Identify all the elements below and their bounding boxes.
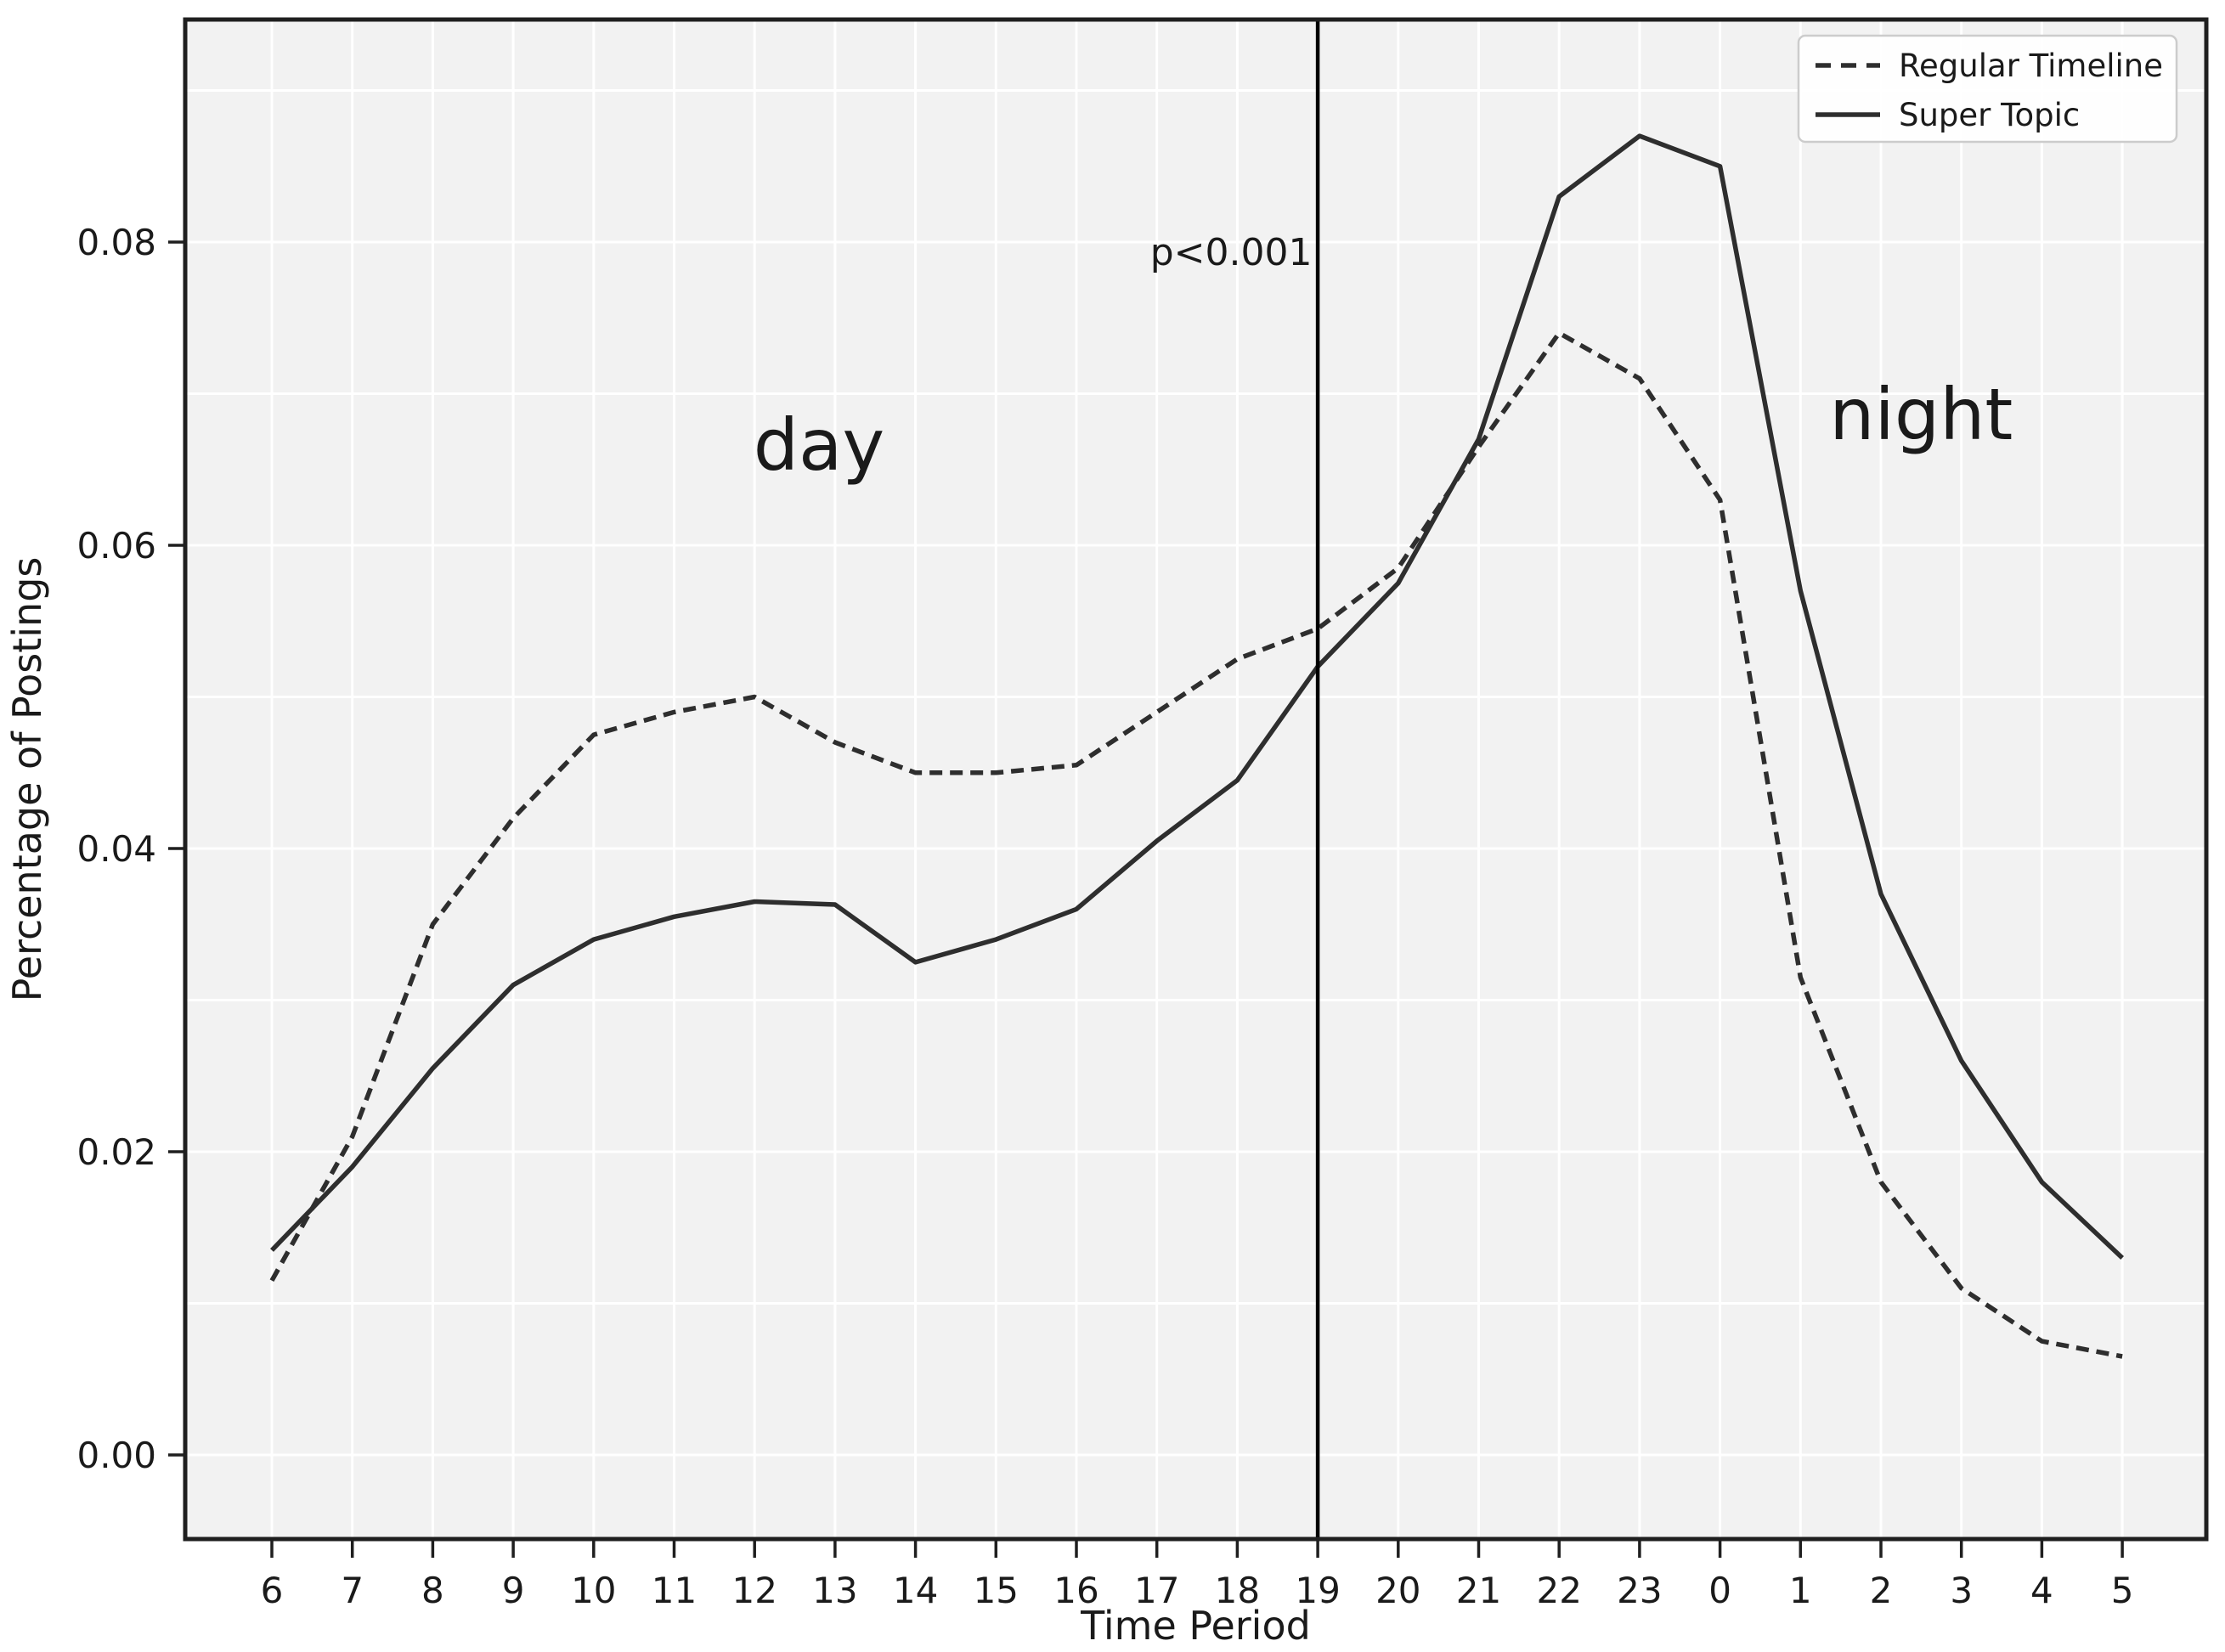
x-tick-label: 7 (341, 1570, 364, 1611)
x-tick-label: 2 (1870, 1570, 1893, 1611)
x-tick-label: 1 (1789, 1570, 1812, 1611)
x-tick-label: 16 (1053, 1570, 1098, 1611)
x-tick-label: 3 (1950, 1570, 1973, 1611)
tick-marks (168, 240, 2124, 1558)
x-tick-label: 5 (2111, 1570, 2134, 1611)
x-tick-label: 0 (1708, 1570, 1731, 1611)
x-tick-label: 14 (893, 1570, 938, 1611)
x-tick-label: 23 (1617, 1570, 1662, 1611)
x-tick-label: 4 (2030, 1570, 2053, 1611)
x-tick-label: 13 (812, 1570, 857, 1611)
x-tick-label: 8 (421, 1570, 444, 1611)
y-axis-title: Percentage of Postings (4, 557, 50, 1002)
axes-spines (183, 17, 2209, 1542)
series-line-dashed (269, 330, 2123, 1359)
series-line-solid (270, 133, 2124, 1260)
legend: Regular Timeline Super Topic (1797, 34, 2178, 144)
x-tick-label: 12 (731, 1570, 776, 1611)
tick-labels: 0.000.020.040.060.086 7 8 9 10 11 12 13 14 15 16 17… (76, 222, 2133, 1611)
x-tick-label: 22 (1536, 1570, 1581, 1611)
y-tick-label: 0.08 (76, 222, 156, 263)
annotation-day: day (754, 403, 885, 487)
gridlines (185, 20, 2206, 1539)
legend-box (1797, 34, 2178, 144)
x-tick-label: 9 (502, 1570, 525, 1611)
x-tick-label: 10 (571, 1570, 616, 1611)
legend-label: Super Topic (1899, 97, 2080, 133)
x-axis-title: Time Period (1080, 1603, 1311, 1649)
legend-label: Regular Timeline (1899, 48, 2163, 84)
annotation-p-0-001: p<0.001 (1150, 231, 1313, 274)
plot-area (185, 20, 2206, 1539)
y-tick-label: 0.04 (76, 828, 156, 870)
y-tick-label: 0.06 (76, 525, 156, 567)
annotation-night: night (1829, 373, 2013, 456)
x-tick-label: 18 (1215, 1570, 1260, 1611)
y-tick-label: 0.02 (76, 1131, 156, 1173)
x-tick-label: 6 (261, 1570, 284, 1611)
x-tick-label: 11 (652, 1570, 697, 1611)
x-tick-label: 19 (1295, 1570, 1340, 1611)
x-tick-label: 20 (1375, 1570, 1420, 1611)
y-tick-label: 0.00 (76, 1435, 156, 1476)
x-tick-label: 21 (1456, 1570, 1501, 1611)
x-tick-label: 17 (1134, 1570, 1179, 1611)
x-tick-label: 15 (974, 1570, 1019, 1611)
